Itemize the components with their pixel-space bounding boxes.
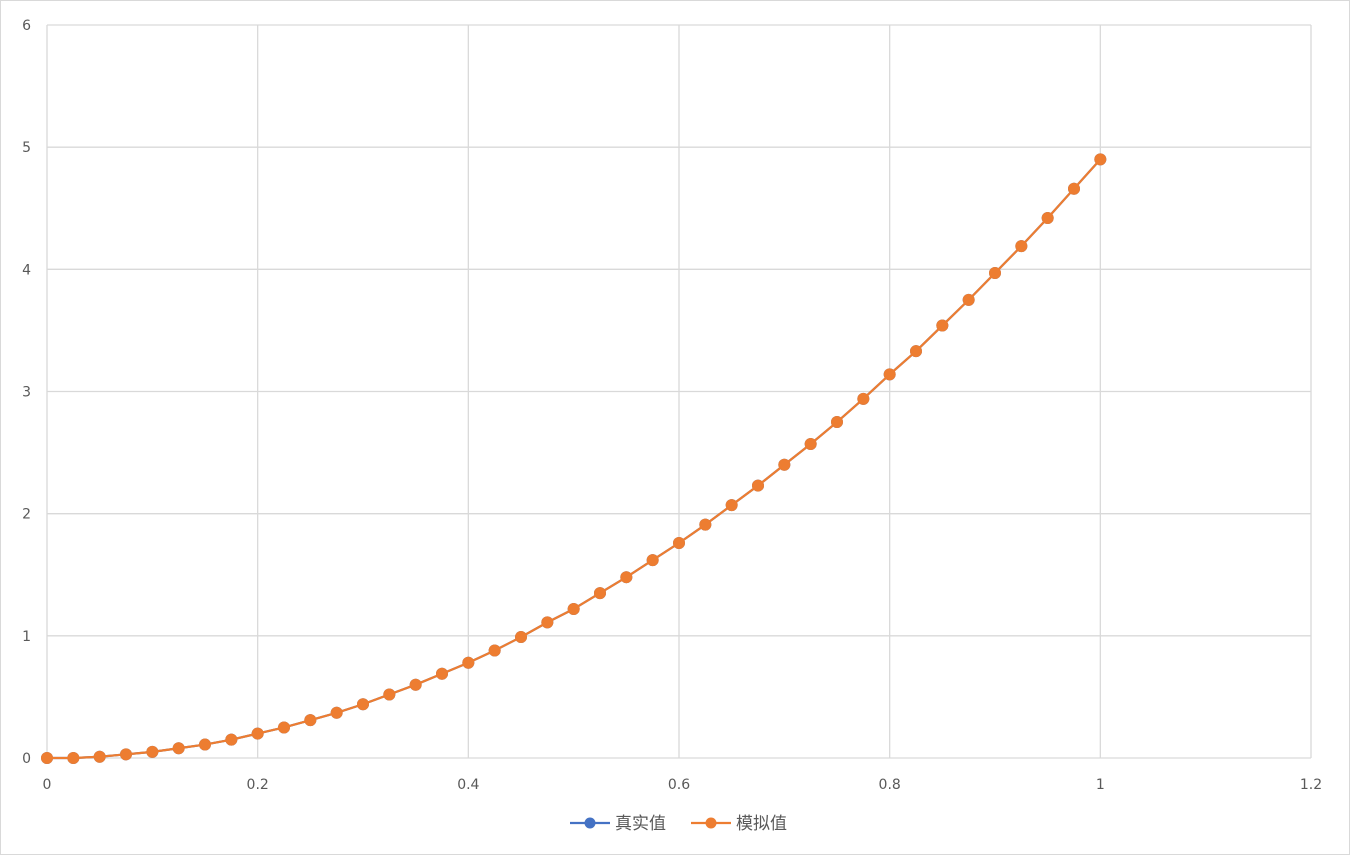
data-point — [1068, 182, 1080, 195]
data-point — [515, 631, 527, 644]
data-point — [831, 416, 843, 429]
legend-label: 真实值 — [615, 814, 666, 834]
data-point — [330, 706, 343, 719]
plot-series — [41, 153, 1107, 764]
data-point — [357, 698, 369, 711]
data-point — [725, 499, 738, 512]
x-tick-label: 0.4 — [457, 777, 479, 793]
legend-marker-swatch — [584, 817, 596, 829]
legend-marker-swatch — [705, 817, 717, 829]
data-point — [567, 602, 580, 615]
data-point — [172, 742, 185, 755]
x-tick-label: 0 — [43, 777, 52, 793]
data-point — [646, 554, 659, 567]
data-point — [199, 738, 211, 751]
data-point — [752, 479, 764, 492]
x-tick-label: 0.8 — [879, 777, 901, 793]
data-point — [462, 656, 475, 669]
axis-tick-labels: 0 0.2 0.4 0.6 0.8 1 1.2 0 1 2 3 4 5 6 — [22, 18, 1322, 793]
y-tick-label: 0 — [22, 751, 31, 767]
data-point — [778, 458, 791, 471]
data-point — [409, 678, 422, 691]
y-tick-label: 1 — [22, 629, 31, 645]
data-point — [699, 518, 712, 531]
data-point — [251, 727, 264, 740]
data-point — [41, 752, 53, 764]
y-tick-label: 5 — [22, 140, 31, 156]
series-line — [47, 158, 1102, 760]
legend-item[interactable]: 模拟值 — [691, 814, 787, 834]
series-1 — [41, 153, 1107, 764]
data-point — [278, 721, 290, 734]
y-tick-label: 3 — [22, 385, 31, 401]
x-tick-label: 0.6 — [668, 777, 690, 793]
data-point — [120, 748, 132, 761]
data-point — [620, 571, 633, 584]
y-tick-label: 4 — [22, 262, 31, 278]
data-point — [1041, 212, 1054, 225]
data-point — [304, 714, 317, 727]
data-point — [910, 345, 922, 358]
data-point — [1015, 240, 1028, 253]
data-point — [436, 667, 448, 680]
y-tick-label: 2 — [22, 507, 31, 523]
data-point — [804, 438, 817, 451]
y-tick-label: 6 — [22, 18, 31, 34]
data-point — [989, 266, 1001, 279]
data-point — [1094, 153, 1107, 166]
x-tick-label: 1.2 — [1300, 777, 1322, 793]
data-point — [488, 644, 501, 657]
data-point — [93, 750, 106, 763]
x-tick-label: 0.2 — [247, 777, 269, 793]
data-point — [857, 392, 870, 405]
series-0 — [41, 153, 1107, 764]
data-point — [146, 745, 159, 758]
legend[interactable]: 真实值 模拟值 — [570, 814, 787, 834]
data-point — [225, 733, 238, 746]
data-point — [67, 752, 80, 764]
x-tick-label: 1 — [1096, 777, 1105, 793]
data-point — [962, 293, 975, 306]
legend-item[interactable]: 真实值 — [570, 814, 666, 834]
data-point — [383, 688, 396, 701]
data-point — [594, 587, 606, 600]
data-point — [936, 319, 949, 332]
data-point — [541, 616, 554, 629]
legend-label: 模拟值 — [736, 814, 787, 834]
series-line — [47, 158, 1102, 760]
gridlines — [46, 24, 1312, 759]
data-point — [673, 536, 685, 549]
data-point — [883, 368, 896, 381]
